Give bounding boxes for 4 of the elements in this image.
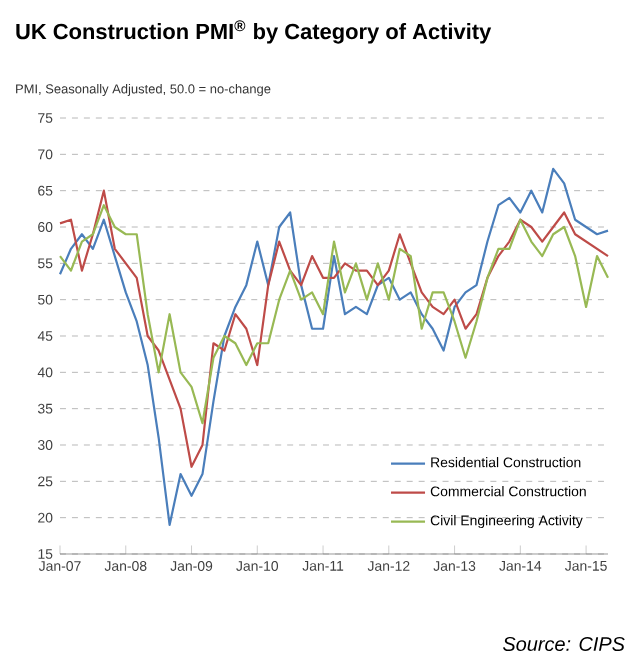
chart-title: UK Construction PMI$^{®}$ by Category of Activity bbox=[16, 20, 492, 44]
line-series bbox=[58, 204, 610, 425]
line-series bbox=[58, 167, 610, 527]
source-note: Source: CIPS bbox=[502, 636, 625, 652]
